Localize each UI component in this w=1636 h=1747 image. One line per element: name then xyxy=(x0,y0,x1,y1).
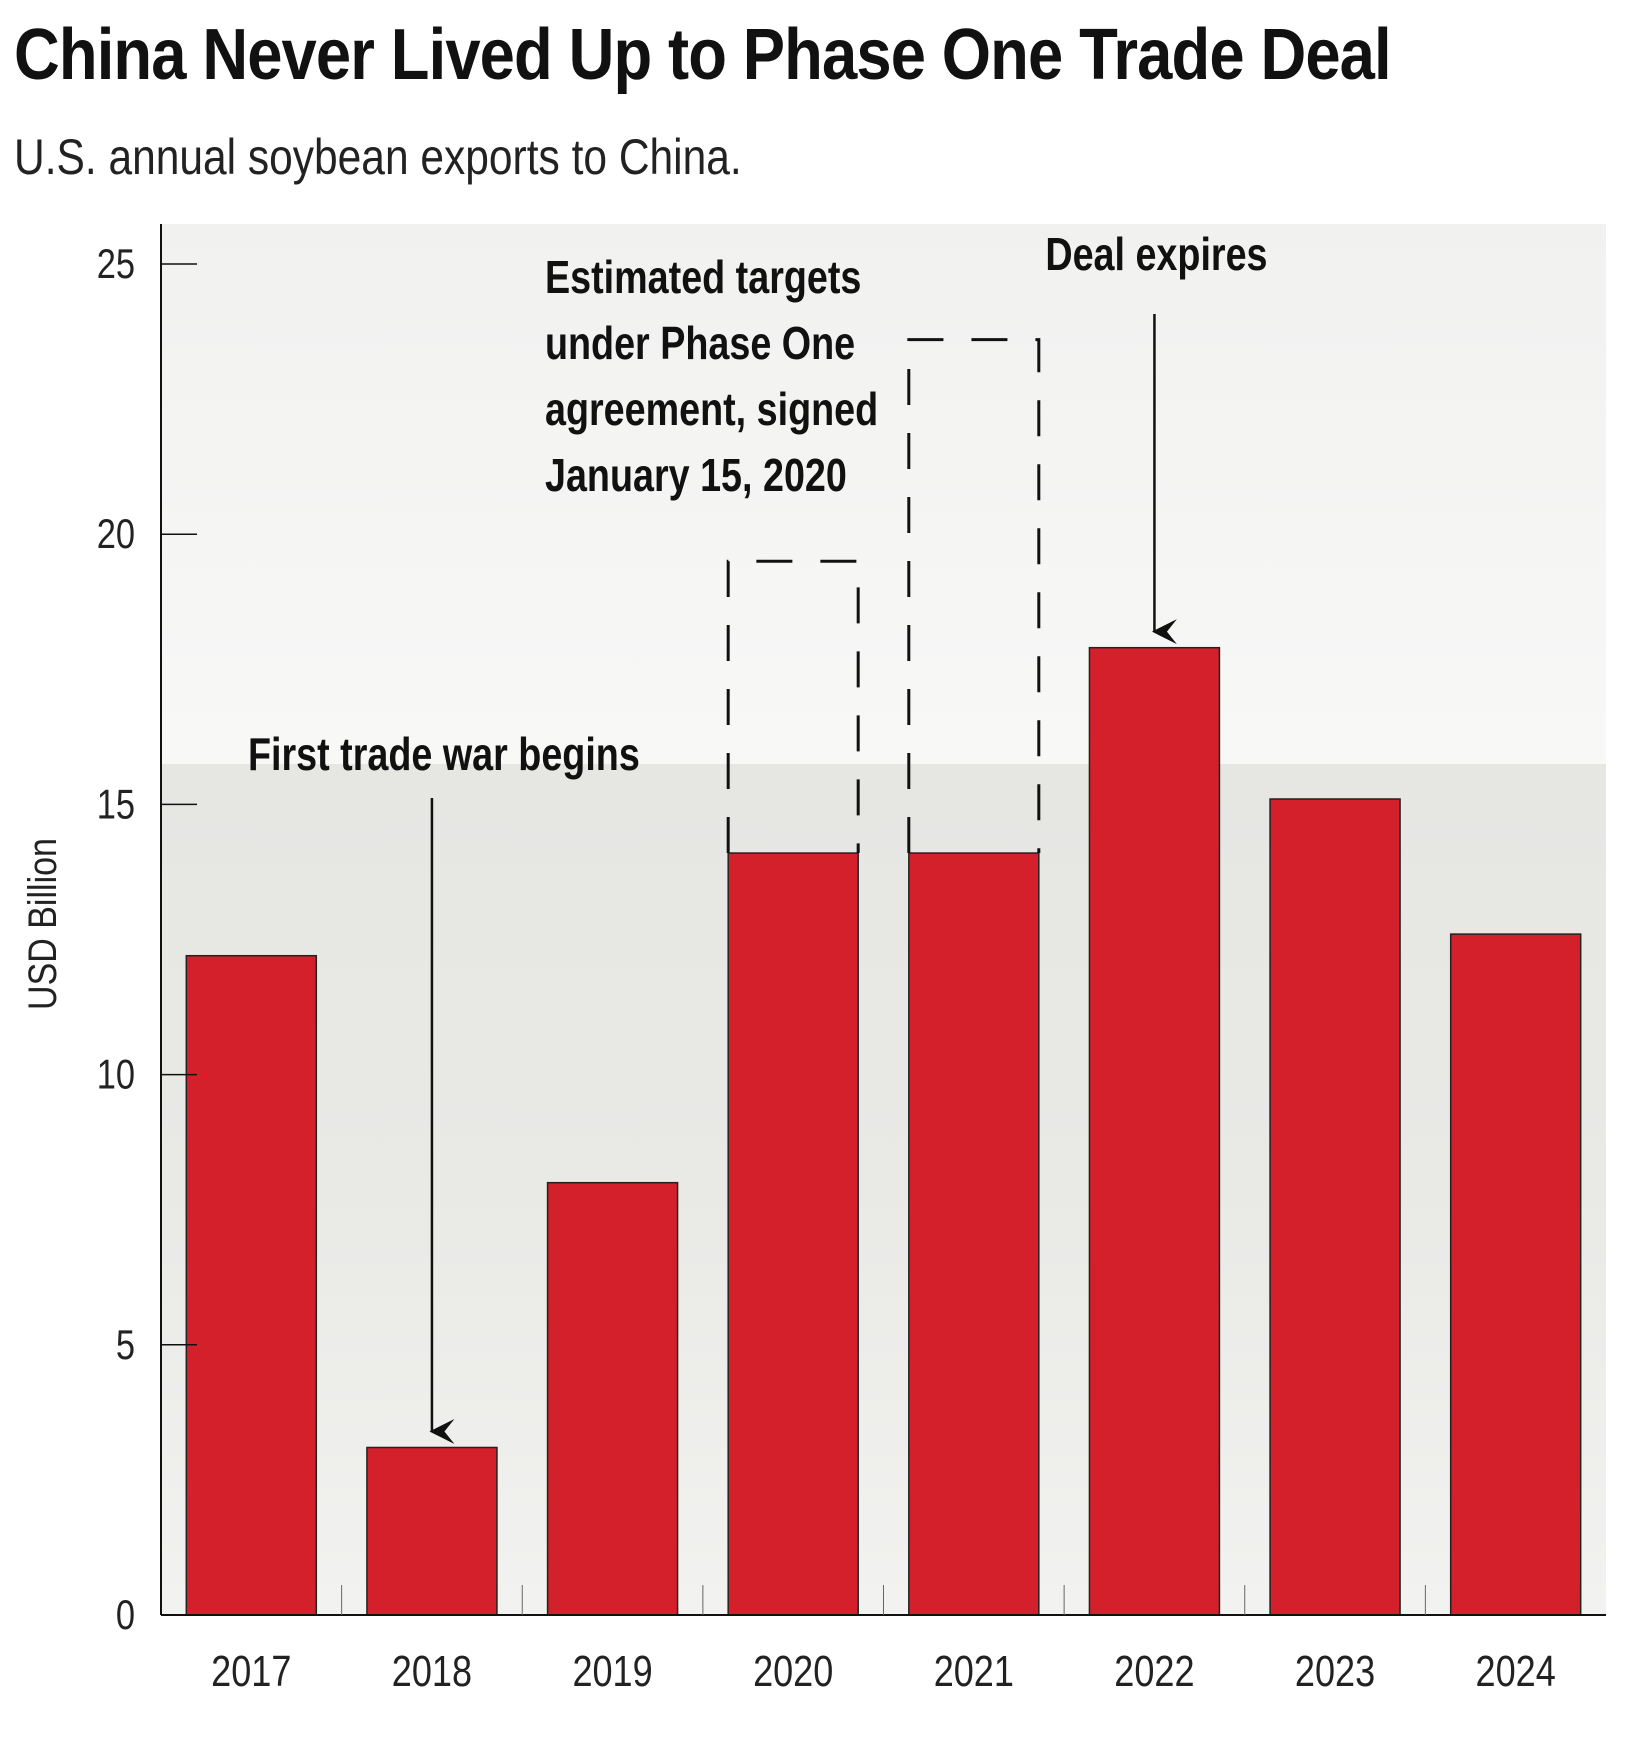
annotation-trade-war-line: First trade war begins xyxy=(248,728,640,779)
y-axis-label: USD Billion xyxy=(19,838,64,1010)
annotation-deal-expires-line: Deal expires xyxy=(1045,228,1267,279)
annotation-targets-line: under Phase One xyxy=(545,317,855,368)
bar-2018 xyxy=(366,1446,498,1616)
chart-subtitle: U.S. annual soybean exports to China. xyxy=(14,129,742,185)
bar-2024 xyxy=(1449,933,1582,1616)
target-box-2020 xyxy=(726,559,860,854)
bar-2023 xyxy=(1269,798,1401,1616)
x-tick-label-2019: 2019 xyxy=(572,1647,652,1696)
bar-2020 xyxy=(727,852,859,1616)
x-tick-label-2022: 2022 xyxy=(1114,1647,1194,1696)
x-tick-label-2024: 2024 xyxy=(1476,1647,1556,1696)
bar-2021 xyxy=(908,852,1040,1616)
bar-2019 xyxy=(546,1181,679,1616)
x-tick-label-2017: 2017 xyxy=(211,1647,291,1696)
x-tick-label-2023: 2023 xyxy=(1295,1647,1375,1696)
x-tick-label-2021: 2021 xyxy=(934,1647,1014,1696)
y-tick-label-15: 15 xyxy=(97,781,135,828)
y-tick-label-25: 25 xyxy=(97,241,135,288)
y-tick-label-5: 5 xyxy=(116,1322,135,1369)
bar-2017 xyxy=(185,954,318,1616)
annotation-targets-line: Estimated targets xyxy=(545,251,861,302)
annotation-targets-line: January 15, 2020 xyxy=(545,449,847,500)
target-box-2021 xyxy=(907,338,1041,854)
x-tick-label-2020: 2020 xyxy=(753,1647,833,1696)
bar-2022 xyxy=(1088,646,1221,1616)
chart-title: China Never Lived Up to Phase One Trade … xyxy=(14,15,1392,95)
x-tick-label-2018: 2018 xyxy=(392,1647,472,1696)
annotation-targets-line: agreement, signed xyxy=(545,383,878,434)
y-tick-label-0: 0 xyxy=(116,1592,135,1639)
y-tick-label-20: 20 xyxy=(97,511,135,558)
y-tick-label-10: 10 xyxy=(97,1051,135,1098)
